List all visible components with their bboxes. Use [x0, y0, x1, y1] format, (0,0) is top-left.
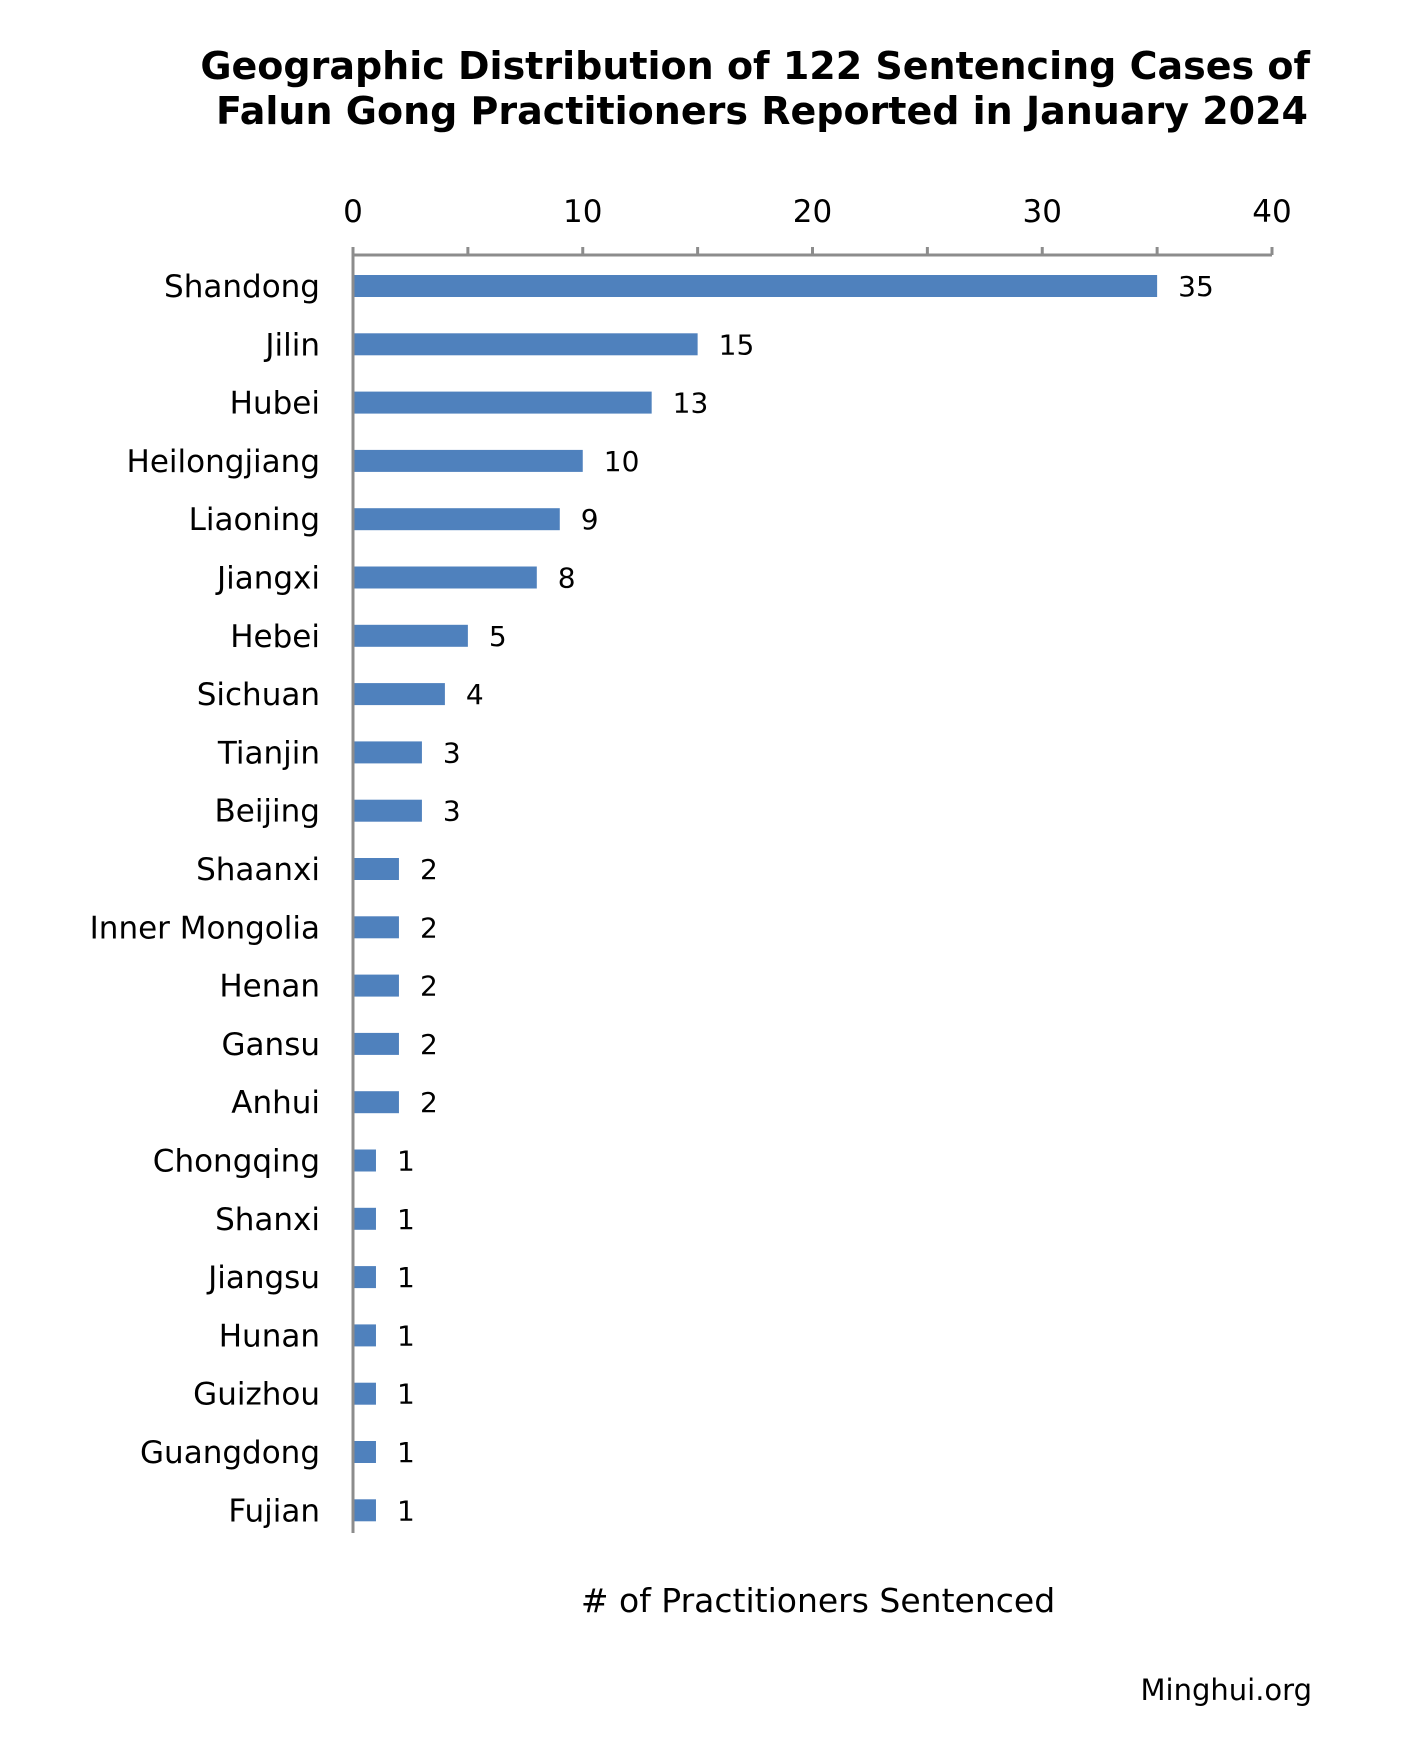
chart-title-line-1: Geographic Distribution of 122 Sentencin… [200, 44, 1310, 88]
bar [353, 916, 399, 939]
value-label: 1 [397, 1203, 415, 1236]
value-label: 3 [443, 795, 461, 828]
value-label: 1 [397, 1436, 415, 1469]
bar [353, 391, 652, 414]
bar [353, 333, 698, 356]
category-label: Henan [219, 969, 320, 1005]
value-label: 1 [397, 1319, 415, 1352]
category-label: Jiangxi [215, 561, 320, 597]
value-label: 2 [420, 970, 438, 1003]
category-label: Hebei [230, 619, 320, 655]
value-label: 1 [397, 1378, 415, 1411]
value-label: 1 [397, 1494, 415, 1527]
category-label: Jilin [263, 327, 320, 363]
value-label: 2 [420, 1028, 438, 1061]
category-label: Chongqing [153, 1144, 320, 1180]
bar [353, 1149, 376, 1172]
bar [353, 1266, 376, 1289]
x-tick-label: 40 [1252, 194, 1291, 230]
value-label: 1 [397, 1261, 415, 1294]
category-label: Liaoning [189, 502, 320, 538]
bar [353, 1382, 376, 1405]
bar [353, 741, 422, 764]
bar [353, 624, 468, 647]
bar [353, 683, 445, 706]
category-label: Guangdong [140, 1435, 320, 1471]
source-credit: Minghui.org [1141, 1673, 1312, 1707]
category-label: Jiangsu [206, 1260, 320, 1296]
value-label: 2 [420, 911, 438, 944]
x-tick-label: 10 [563, 194, 602, 230]
category-label: Guizhou [193, 1377, 320, 1413]
value-label: 35 [1178, 270, 1214, 303]
bar [353, 1324, 376, 1347]
bar [353, 1499, 376, 1522]
bar [353, 449, 583, 472]
x-tick-label: 20 [793, 194, 832, 230]
x-axis-title: # of Practitioners Sentenced [581, 1581, 1055, 1620]
value-label: 13 [673, 387, 709, 420]
category-labels: Shandong Jilin Hubei Heilongjiang Liaoning Ji… [90, 269, 320, 1529]
value-label: 2 [420, 1086, 438, 1119]
x-axis-ticks: 0 10 20 30 40 [343, 194, 1292, 255]
bar [353, 566, 537, 589]
bar [353, 858, 399, 880]
category-label: Shanxi [215, 1202, 320, 1238]
category-label: Tianjin [217, 735, 320, 771]
category-label: Heilongjiang [127, 444, 320, 480]
value-label: 8 [558, 562, 576, 595]
category-label: Fujian [228, 1493, 320, 1529]
category-label: Shaanxi [196, 852, 320, 888]
category-label: Hubei [230, 386, 320, 422]
value-label: 9 [581, 503, 599, 536]
x-tick-label: 0 [343, 194, 363, 230]
value-label: 10 [604, 445, 640, 478]
chart-title-line-2: Falun Gong Practitioners Reported in Jan… [216, 89, 1308, 133]
category-label: Anhui [231, 1085, 320, 1121]
bars [353, 275, 1158, 1522]
category-label: Hunan [219, 1318, 320, 1354]
bar [353, 1091, 399, 1114]
value-label: 5 [489, 620, 507, 653]
value-label: 2 [420, 853, 438, 886]
bar [353, 1032, 399, 1055]
value-label: 1 [397, 1145, 415, 1178]
bar [353, 799, 422, 822]
bar [353, 508, 560, 531]
value-label: 3 [443, 736, 461, 769]
category-label: Shandong [164, 269, 320, 305]
category-label: Inner Mongolia [90, 910, 320, 946]
value-label: 4 [466, 678, 484, 711]
bar [353, 275, 1158, 297]
x-tick-label: 30 [1023, 194, 1062, 230]
value-label: 15 [719, 328, 755, 361]
category-label: Gansu [222, 1027, 320, 1063]
category-label: Sichuan [197, 677, 320, 713]
category-label: Beijing [214, 794, 320, 830]
bar [353, 974, 399, 997]
bar [353, 1441, 376, 1463]
bar [353, 1207, 376, 1230]
